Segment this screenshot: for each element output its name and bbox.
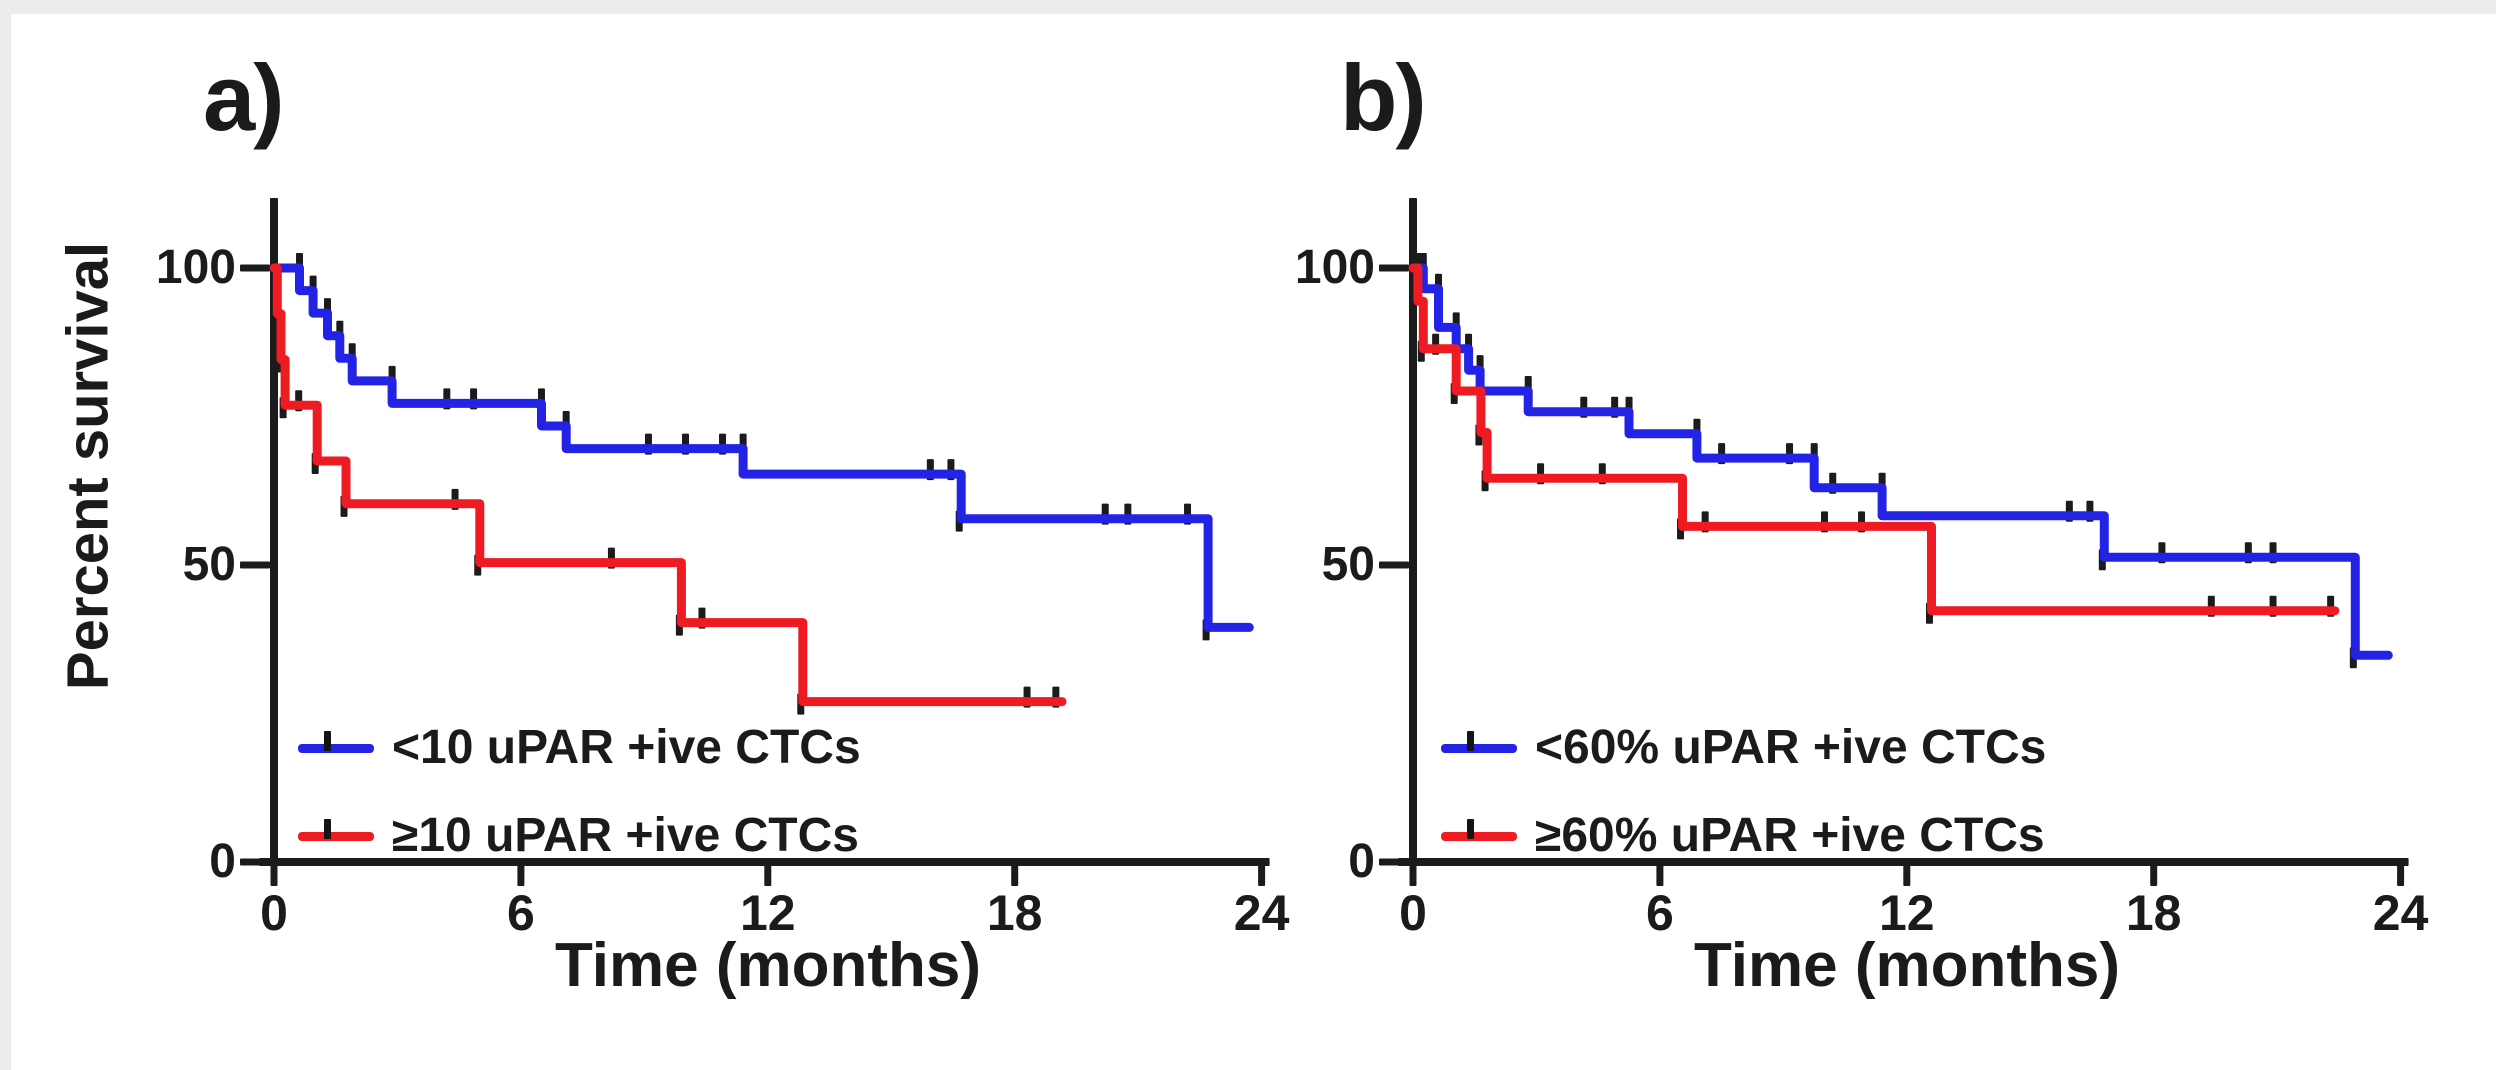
y-tick-label: 0 [1348,835,1375,888]
x-tick-label: 24 [1233,885,1290,941]
legend-line-swatch-red [298,818,374,841]
legend-line-swatch-blue [298,730,374,753]
y-axis-line [1409,198,1417,866]
legend-label: ≥60% uPAR +ive CTCs [1535,809,2045,862]
censor-tick-icon [1467,730,1474,751]
y-tick-mark [1379,561,1409,569]
censor-tick-icon [1467,818,1474,839]
censor-ticks [271,253,1210,715]
panel-a-title: a) [203,45,285,150]
panel-b-legend-item-1: <60% uPAR +ive CTCs [1441,720,2046,776]
censor-ticks [1414,253,2357,669]
km-curve [1408,263,2393,660]
y-tick-label: 100 [155,241,236,294]
x-tick-mark [1258,862,1266,886]
censor-tick-icon [324,730,331,751]
y-tick-label: 100 [1294,241,1375,294]
x-tick-mark [1656,862,1664,886]
legend-label: ≥10 uPAR +ive CTCs [392,809,859,862]
scan-edge-top [0,0,2496,14]
x-tick-mark [1409,862,1417,886]
y-tick-label: 0 [209,835,236,888]
y-axis-label: Percent survival [55,241,121,691]
x-tick-label: 12 [739,885,796,941]
panel-a-legend-item-1: <10 uPAR +ive CTCs [298,720,861,776]
x-tick-label: 18 [986,885,1043,941]
x-tick-mark [2150,862,2158,886]
km-curve [269,263,1067,707]
y-tick-mark [1379,264,1409,272]
y-tick-mark [240,264,270,272]
panel-a [240,198,1270,886]
x-tick-label: 24 [2372,885,2429,941]
y-tick-label: 50 [182,538,236,591]
panel-a-legend-item-2: ≥10 uPAR +ive CTCs [298,808,859,864]
x-tick-mark [764,862,772,886]
legend-line-swatch-blue [1441,730,1517,753]
x-tick-label: 0 [260,885,288,941]
x-tick-label: 6 [1645,885,1674,941]
scan-edge-left [0,0,11,1070]
panel-b [1379,198,2409,886]
y-tick-mark [240,858,270,866]
x-tick-label: 12 [1878,885,1935,941]
y-tick-mark [240,561,270,569]
km-curve [269,263,1254,632]
legend-label: <10 uPAR +ive CTCs [392,721,861,774]
x-tick-label: 18 [2125,885,2182,941]
km-curve [1408,263,2340,616]
curves [1408,263,2393,660]
panel-a-x-axis-label: Time (months) [555,931,981,1000]
x-tick-mark [1903,862,1911,886]
x-tick-mark [1011,862,1019,886]
curves [269,263,1254,707]
y-tick-mark [1379,858,1409,866]
x-tick-mark [2397,862,2405,886]
x-tick-label: 6 [506,885,535,941]
y-tick-label: 50 [1321,538,1375,591]
panel-b-title: b) [1340,45,1427,150]
panel-b-legend-item-2: ≥60% uPAR +ive CTCs [1441,808,2045,864]
x-tick-mark [270,862,278,886]
legend-label: <60% uPAR +ive CTCs [1535,721,2047,774]
legend-line-swatch-red [1441,818,1517,841]
panel-b-x-axis-label: Time (months) [1694,931,2120,1000]
censor-tick-icon [324,818,331,839]
x-tick-mark [517,862,525,886]
x-tick-label: 0 [1399,885,1427,941]
